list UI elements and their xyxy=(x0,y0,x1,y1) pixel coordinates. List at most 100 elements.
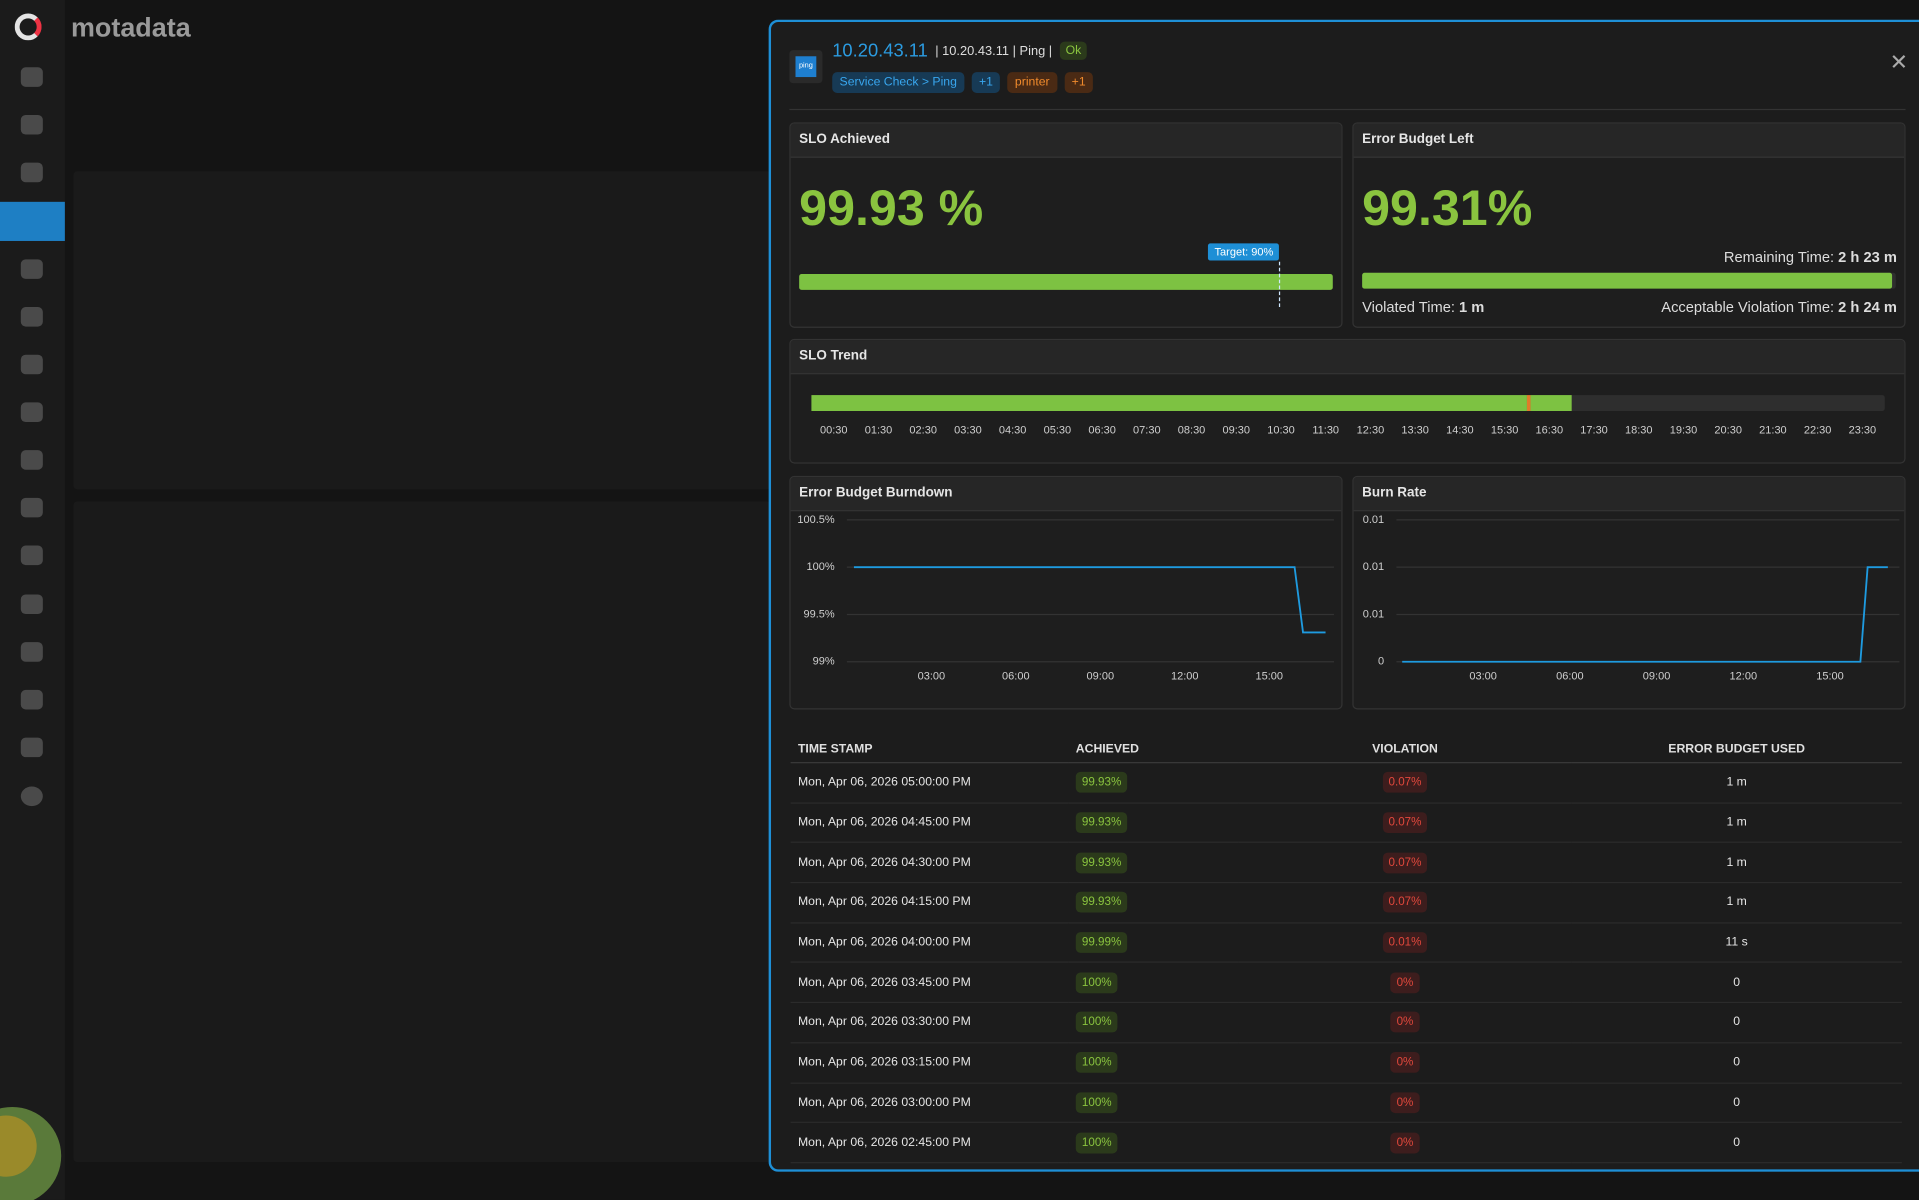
achieved-badge: 100% xyxy=(1075,1092,1118,1113)
cell: 11 s xyxy=(1571,922,1902,964)
x-tick-label: 16:30 xyxy=(1536,424,1564,436)
cell: Mon, Apr 06, 2026 03:45:00 PM xyxy=(790,962,1069,1004)
x-tick-label: 09:00 xyxy=(1087,670,1115,682)
close-button[interactable]: ✕ xyxy=(1889,50,1909,75)
cell: 99.93% xyxy=(1068,762,1239,804)
nav-icon[interactable] xyxy=(20,594,43,615)
x-tick-label: 19:30 xyxy=(1670,424,1698,436)
title-row: 10.20.43.11 | 10.20.43.11 | Ping | Ok xyxy=(832,40,1094,61)
cell: Mon, Apr 06, 2026 04:45:00 PM xyxy=(790,802,1069,844)
cell: 100% xyxy=(1068,1082,1239,1124)
y-tick-label: 100% xyxy=(807,561,835,573)
cell: 0% xyxy=(1238,1122,1572,1164)
cell: 0 xyxy=(1571,1122,1902,1164)
nav-icon[interactable] xyxy=(20,162,43,183)
nav-icon[interactable] xyxy=(20,307,43,327)
x-tick-label: 15:00 xyxy=(1255,670,1283,682)
achieved-badge: 99.93% xyxy=(1075,892,1128,914)
line xyxy=(1402,566,1888,663)
tag[interactable]: +1 xyxy=(971,72,1001,93)
cell: 1 m xyxy=(1571,842,1902,884)
target-label: Target: 90% xyxy=(1208,243,1280,261)
cell: 0% xyxy=(1238,1042,1572,1084)
x-tick-label: 03:00 xyxy=(918,670,946,682)
cell: 0 xyxy=(1571,962,1902,1004)
value: 2 h 24 m xyxy=(1838,298,1897,316)
status-badge: Ok xyxy=(1059,41,1088,60)
violation-badge: 0% xyxy=(1390,1012,1420,1033)
x-tick-label: 06:00 xyxy=(1002,670,1030,682)
nav-icon[interactable] xyxy=(20,786,43,807)
cell: 0.07% xyxy=(1238,842,1572,884)
target-marker xyxy=(1279,261,1281,308)
nav-icon[interactable] xyxy=(20,497,43,518)
monitor-ip[interactable]: 10.20.43.11 xyxy=(832,40,928,62)
y-tick-label: 0.01 xyxy=(1363,608,1384,620)
x-tick-label: 15:00 xyxy=(1816,670,1844,682)
achieved-badge: 100% xyxy=(1075,972,1118,993)
nav-icon[interactable] xyxy=(20,402,43,423)
y-tick-label: 0.01 xyxy=(1363,514,1384,526)
cell: Mon, Apr 06, 2026 02:45:00 PM xyxy=(790,1122,1069,1164)
x-tick-label: 21:30 xyxy=(1759,424,1787,436)
nav-icon[interactable] xyxy=(20,689,43,710)
tag[interactable]: +1 xyxy=(1064,72,1093,93)
violation-badge: 0.07% xyxy=(1382,772,1428,794)
burn-rate-card: Burn Rate 0 0.01 0.01 0.01 03:00 06:00 09:00 12… xyxy=(1352,475,1906,710)
x-tick-label: 23:30 xyxy=(1849,424,1877,436)
x-tick-label: 08:30 xyxy=(1178,424,1206,436)
tag[interactable]: Service Check > Ping xyxy=(832,72,965,93)
x-tick-label: 00:30 xyxy=(820,424,848,436)
x-tick-label: 03:30 xyxy=(954,424,982,436)
burndown-chart: 99% 99.5% 100% 100.5% 03:00 06:00 09:00 12:00 15… xyxy=(797,514,1334,682)
column-header: ACHIEVED xyxy=(1068,735,1239,764)
nav-icon[interactable] xyxy=(20,642,43,662)
nav-icon[interactable] xyxy=(20,737,43,758)
cell: 100% xyxy=(1068,1002,1239,1044)
achieved-badge: 99.93% xyxy=(1075,852,1128,874)
slo-achieved-card: SLO Achieved 99.93 % Target: 90% xyxy=(789,122,1343,328)
cell: 0 xyxy=(1571,1042,1902,1084)
nav-icon[interactable] xyxy=(20,67,43,87)
x-tick-label: 12:00 xyxy=(1171,670,1199,682)
table-row: Mon, Apr 06, 2026 05:00:00 PM 99.93% 0.07%… xyxy=(790,762,1902,804)
x-tick-label: 04:30 xyxy=(999,424,1027,436)
y-tick-label: 0 xyxy=(1378,656,1384,668)
x-tick-label: 07:30 xyxy=(1133,424,1161,436)
monitor-meta: | 10.20.43.11 | Ping | xyxy=(935,43,1053,59)
cell: Mon, Apr 06, 2026 03:15:00 PM xyxy=(790,1042,1069,1084)
card-title: Burn Rate xyxy=(1353,477,1905,512)
achieved-badge: 100% xyxy=(1075,1132,1118,1153)
nav-active[interactable] xyxy=(0,201,65,241)
tag[interactable]: printer xyxy=(1007,72,1057,93)
x-tick-label: 02:30 xyxy=(909,424,937,436)
card-title: SLO Trend xyxy=(790,340,1905,375)
violated-time: Violated Time: 1 m xyxy=(1362,298,1484,315)
nav-icon[interactable] xyxy=(20,545,43,566)
x-tick-label: 18:30 xyxy=(1625,424,1653,436)
x-tick-label: 11:30 xyxy=(1312,424,1339,436)
timeline-segment xyxy=(1526,395,1531,411)
monitor-icon: ping xyxy=(795,56,817,78)
cell: 0.01% xyxy=(1238,922,1572,964)
table-row: Mon, Apr 06, 2026 03:15:00 PM 100% 0% 0 xyxy=(790,1042,1902,1084)
nav-icon[interactable] xyxy=(20,354,43,375)
x-tick-label: 12:00 xyxy=(1730,670,1758,682)
icon-box: ping xyxy=(789,50,823,84)
label: Acceptable Violation Time: xyxy=(1661,298,1835,316)
remaining-time: Remaining Time: 2 h 23 m xyxy=(1724,248,1897,265)
violation-badge: 0% xyxy=(1390,1132,1420,1153)
label: Remaining Time: xyxy=(1723,248,1835,266)
cell: 99.93% xyxy=(1068,882,1239,924)
y-tick-label: 100.5% xyxy=(797,514,835,526)
achieved-badge: 100% xyxy=(1075,1052,1118,1073)
table-row: Mon, Apr 06, 2026 03:45:00 PM 100% 0% 0 xyxy=(790,962,1902,1004)
nav-icon[interactable] xyxy=(20,259,43,279)
background-panel xyxy=(73,501,772,1163)
nav-icon[interactable] xyxy=(20,450,43,470)
burndown-card: Error Budget Burndown 99% 99.5% 100% 100.5%… xyxy=(789,475,1343,710)
column-header: VIOLATION xyxy=(1238,735,1572,764)
slo-table: TIME STAMP ACHIEVED VIOLATION ERROR BUDGET … xyxy=(790,735,1902,1164)
nav-icon[interactable] xyxy=(20,114,43,135)
tag-row: Service Check > Ping +1 printer +1 xyxy=(832,70,1100,93)
